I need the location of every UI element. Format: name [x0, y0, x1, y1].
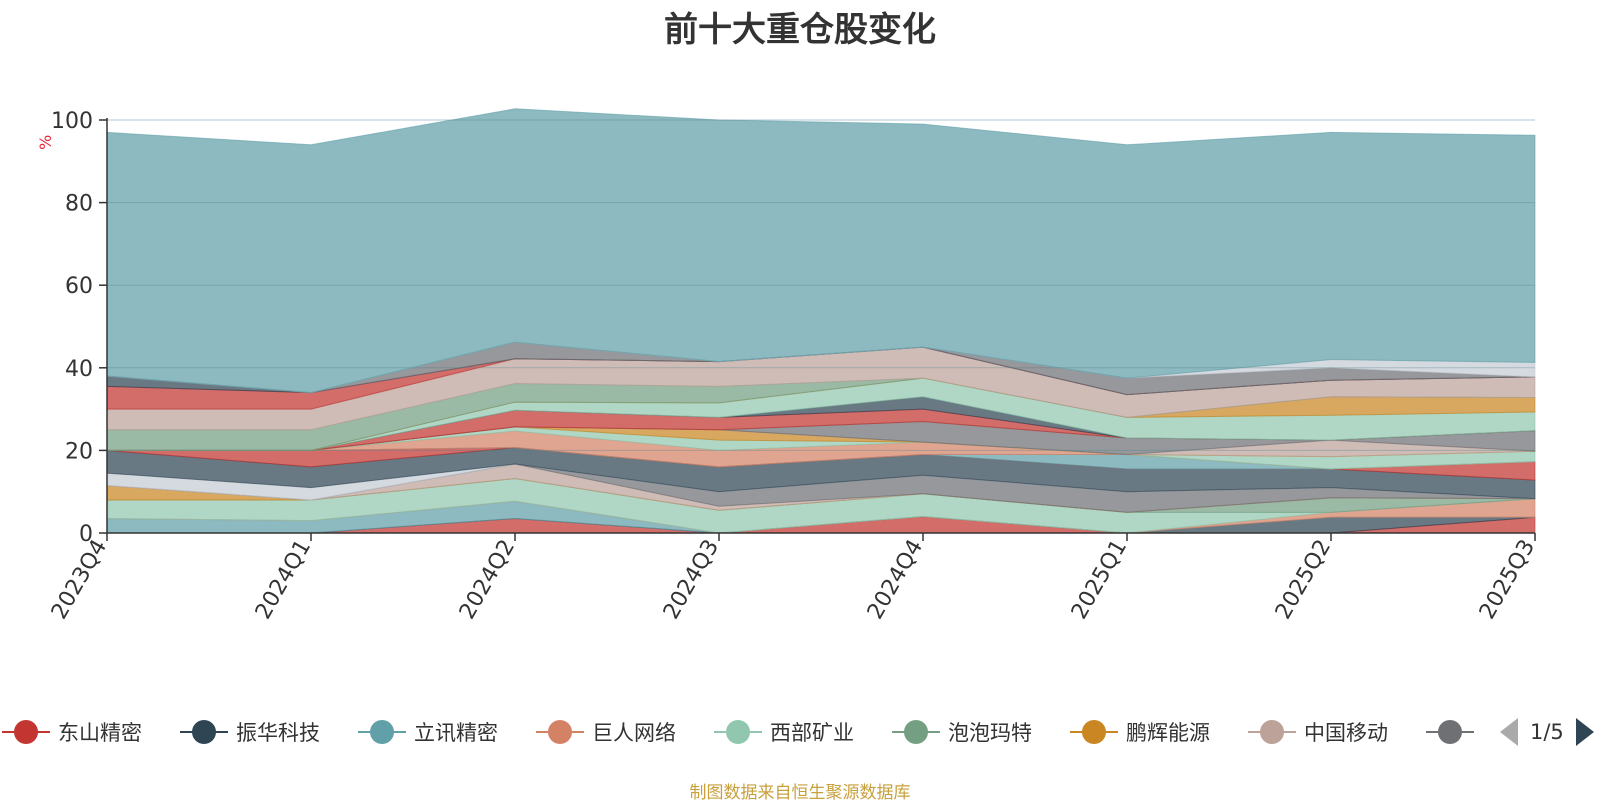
circle-icon: [714, 712, 762, 752]
legend-item[interactable]: 立讯精密: [358, 712, 498, 752]
x-tick-label: 2024Q1: [251, 536, 316, 624]
y-tick-label: 0: [79, 522, 93, 547]
legend-label: 泡泡玛特: [948, 721, 1032, 745]
circle-icon: [1070, 712, 1118, 752]
legend-item[interactable]: 巨人网络: [536, 712, 676, 752]
legend: 东山精密 振华科技 立讯精密 巨人网络 西部矿业 泡泡玛特 鹏辉能源 中国移动 1/5: [0, 712, 1600, 752]
legend-item[interactable]: 东山精密: [2, 712, 142, 752]
x-tick-label: 2024Q2: [455, 536, 520, 624]
legend-label: 中国移动: [1304, 721, 1388, 745]
legend-label: 东山精密: [58, 721, 142, 745]
y-tick-label: 20: [65, 439, 93, 464]
y-tick-label: 80: [65, 192, 93, 217]
y-tick-label: 100: [51, 109, 93, 134]
y-tick-label: 40: [65, 357, 93, 382]
x-tick-label: 2025Q3: [1475, 536, 1540, 624]
legend-item[interactable]: 泡泡玛特: [892, 712, 1032, 752]
circle-icon: [180, 712, 228, 752]
data-source-note: 制图数据来自恒生聚源数据库: [689, 783, 911, 803]
legend-pager: 1/5: [1500, 712, 1594, 752]
legend-item[interactable]: 振华科技: [180, 712, 320, 752]
x-tick-label: 2024Q3: [659, 536, 724, 624]
x-tick-label: 2024Q4: [863, 536, 928, 624]
legend-label: 立讯精密: [414, 721, 498, 745]
triangle-left-icon[interactable]: [1500, 718, 1518, 746]
legend-items: 东山精密 振华科技 立讯精密 巨人网络 西部矿业 泡泡玛特 鹏辉能源 中国移动: [0, 712, 1482, 752]
stacked-area-chart: 0 20 40 60 80 100 2023Q4 2024Q1 2024Q2 2024Q3 2024…: [47, 108, 1540, 624]
circle-icon: [892, 712, 940, 752]
series-areas: [106, 108, 1536, 534]
circle-icon: [1248, 712, 1296, 752]
circle-icon: [358, 712, 406, 752]
circle-icon: [536, 712, 584, 752]
x-tick-label: 2023Q4: [47, 536, 112, 624]
grid-overlay: [107, 119, 1535, 451]
legend-item[interactable]: [1426, 712, 1482, 752]
legend-label: 振华科技: [236, 721, 320, 745]
legend-item[interactable]: 鹏辉能源: [1070, 712, 1210, 752]
y-axis-unit: %: [36, 134, 55, 150]
circle-icon: [1426, 712, 1474, 752]
legend-item[interactable]: 西部矿业: [714, 712, 854, 752]
legend-label: 巨人网络: [592, 721, 676, 745]
series-area-29: [106, 108, 1536, 394]
x-tick-label: 2025Q1: [1067, 536, 1132, 624]
triangle-right-icon[interactable]: [1575, 718, 1594, 746]
y-tick-label: 60: [65, 274, 93, 299]
x-tick-label: 2025Q2: [1271, 536, 1336, 624]
legend-label: 鹏辉能源: [1126, 721, 1210, 745]
legend-label: 西部矿业: [770, 721, 854, 745]
legend-item[interactable]: 中国移动: [1248, 712, 1388, 752]
chart-title: 前十大重仓股变化: [664, 10, 936, 50]
circle-icon: [2, 712, 50, 752]
legend-page-indicator: 1/5: [1530, 720, 1564, 744]
